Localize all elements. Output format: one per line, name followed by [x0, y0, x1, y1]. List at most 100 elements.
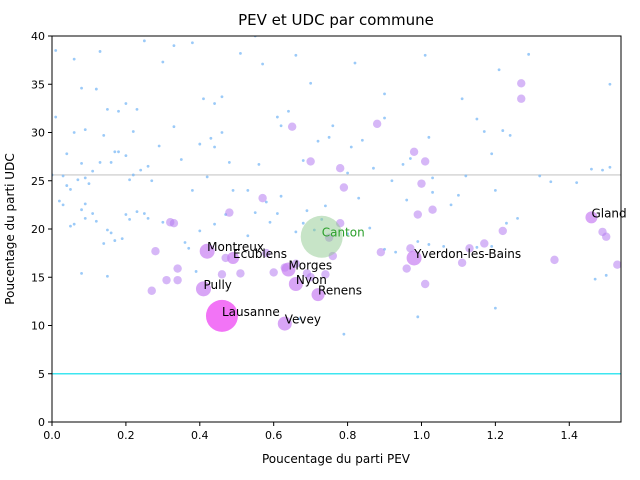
data-point-small	[305, 209, 309, 213]
data-point-small	[128, 178, 131, 182]
data-point-small	[87, 182, 91, 186]
data-point-small	[91, 212, 95, 215]
data-point-small	[109, 161, 113, 164]
data-point-small	[246, 189, 250, 192]
x-tick-label: 0.0	[43, 429, 61, 442]
data-point-small	[198, 229, 202, 233]
data-point-small	[349, 145, 353, 149]
data-point	[339, 183, 349, 192]
data-point-small	[161, 60, 165, 64]
data-point-small	[301, 159, 305, 162]
data-point-small	[231, 189, 235, 192]
data-point-small	[142, 39, 146, 43]
data-point-small	[416, 240, 420, 243]
data-point-small	[316, 139, 320, 143]
data-point-small	[94, 87, 98, 91]
y-tick-label: 20	[31, 223, 45, 236]
data-point	[287, 122, 297, 131]
data-point-small	[368, 226, 372, 230]
data-point-small	[501, 129, 505, 132]
data-point-small	[198, 142, 202, 146]
data-point-small	[76, 178, 80, 182]
data-point-small	[279, 124, 283, 128]
data-point-small	[209, 136, 213, 140]
data-point-small	[383, 116, 386, 120]
data-point-small	[394, 250, 398, 254]
data-point-small	[98, 50, 102, 53]
x-tick-label: 0.8	[339, 429, 357, 442]
data-point-small	[261, 62, 265, 66]
data-point	[321, 270, 330, 279]
data-point	[173, 275, 182, 285]
data-point-small	[549, 180, 553, 184]
data-point-small	[423, 53, 427, 57]
data-point-small	[94, 219, 98, 223]
data-point-small	[102, 133, 106, 137]
x-tick-label: 0.4	[191, 429, 209, 442]
data-point-small	[346, 171, 349, 175]
data-point-small	[83, 128, 87, 132]
data-point	[151, 246, 160, 256]
data-point-small	[54, 49, 58, 52]
data-point	[602, 232, 611, 241]
data-point-small	[253, 211, 257, 214]
data-point-small	[117, 150, 120, 154]
data-point-small	[113, 239, 117, 242]
data-point-small	[80, 208, 83, 212]
data-point-small	[124, 213, 128, 216]
data-point-small	[157, 144, 161, 148]
data-point-small	[146, 216, 150, 220]
y-tick-label: 25	[31, 175, 45, 188]
data-point-small	[106, 274, 109, 278]
data-point-small	[80, 161, 83, 165]
data-point-small	[538, 174, 542, 178]
label-canton: Canton	[322, 226, 365, 240]
data-point	[335, 164, 345, 173]
data-point-small	[457, 193, 460, 197]
label-montreux: Montreux	[207, 240, 264, 254]
data-point-small	[161, 220, 165, 224]
y-axis-label: Poucentage du parti UDC	[3, 153, 17, 304]
data-point-small	[83, 176, 87, 180]
data-point	[413, 210, 422, 219]
data-point-small	[505, 221, 508, 225]
data-point	[517, 79, 526, 88]
data-point	[409, 147, 419, 156]
data-point	[406, 244, 415, 253]
data-point-small	[128, 217, 131, 221]
y-tick-label: 30	[31, 127, 45, 140]
data-point-small	[135, 210, 139, 214]
data-point-small	[83, 202, 87, 206]
data-point-small	[131, 173, 135, 177]
data-point-small	[106, 107, 109, 111]
data-point	[428, 205, 437, 214]
data-point-morges	[281, 262, 296, 277]
data-point-small	[593, 277, 597, 281]
data-point	[372, 119, 382, 129]
data-point-small	[268, 220, 272, 224]
plot-inner	[52, 36, 621, 375]
data-point-small	[264, 200, 268, 204]
data-point-small	[516, 216, 519, 220]
data-point-small	[72, 57, 76, 61]
data-point	[166, 218, 175, 227]
data-point-small	[608, 165, 612, 169]
data-point-small	[227, 161, 231, 164]
data-point-small	[61, 203, 65, 207]
data-point-small	[172, 125, 176, 129]
data-point-small	[372, 166, 375, 170]
data-point-small	[183, 241, 187, 244]
label-renens: Renens	[318, 284, 362, 298]
data-point-small	[604, 273, 608, 277]
data-point-small	[142, 212, 146, 215]
data-point-small	[179, 158, 183, 161]
label-gland: Gland	[591, 206, 626, 220]
data-point-small	[490, 244, 494, 248]
data-point-montreux	[199, 243, 215, 259]
data-point-small	[275, 212, 279, 215]
data-point-small	[102, 242, 106, 245]
y-tick-label: 40	[31, 30, 45, 43]
data-point-small	[490, 152, 494, 156]
data-point-small	[91, 169, 95, 173]
